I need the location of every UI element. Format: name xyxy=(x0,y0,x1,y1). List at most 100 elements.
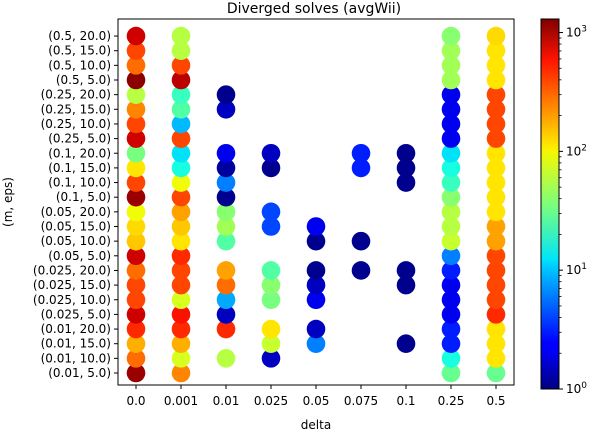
data-point xyxy=(486,349,506,368)
data-point xyxy=(441,202,461,222)
colorbar-tick-label: 102 xyxy=(566,143,587,158)
y-tick-label: (0.025, 15.0) xyxy=(33,278,111,292)
data-point xyxy=(351,261,371,280)
y-tick-label: (0.25, 20.0) xyxy=(41,88,111,102)
data-point xyxy=(126,70,146,90)
data-point xyxy=(216,290,236,310)
data-point xyxy=(486,158,506,178)
y-tick-label: (0.01, 20.0) xyxy=(41,322,111,336)
colorbar xyxy=(540,18,560,390)
chart-title: Diverged solves (avgWii) xyxy=(227,1,401,17)
data-point xyxy=(441,261,461,280)
data-point xyxy=(216,143,236,163)
data-point xyxy=(486,319,506,339)
data-point xyxy=(171,85,191,104)
data-point xyxy=(171,41,191,60)
y-tick-label: (0.5, 15.0) xyxy=(48,44,111,58)
data-point xyxy=(486,70,506,90)
x-tick-label: 0.001 xyxy=(164,394,198,408)
y-tick-label: (0.05, 20.0) xyxy=(41,205,111,219)
data-point xyxy=(216,158,236,178)
y-tick-label: (0.025, 10.0) xyxy=(33,293,111,307)
points-layer xyxy=(126,26,506,383)
data-point xyxy=(126,334,146,354)
data-point xyxy=(126,100,146,119)
data-point xyxy=(171,290,191,310)
data-point xyxy=(216,173,236,192)
data-point xyxy=(486,231,506,251)
data-point xyxy=(486,56,506,75)
data-point xyxy=(126,143,146,163)
x-tick-label: 0.25 xyxy=(438,394,465,408)
x-tick-label: 0.025 xyxy=(254,394,288,408)
data-point xyxy=(171,114,191,134)
data-point xyxy=(126,114,146,134)
data-point xyxy=(216,100,236,119)
y-tick-label: (0.5, 10.0) xyxy=(48,58,111,72)
data-point xyxy=(261,319,281,339)
data-point xyxy=(441,275,461,295)
data-point xyxy=(171,158,191,178)
data-point xyxy=(486,143,506,163)
data-point xyxy=(486,217,506,236)
data-point xyxy=(261,158,281,178)
data-point xyxy=(126,349,146,368)
data-point xyxy=(486,173,506,192)
data-point xyxy=(396,275,416,295)
y-tick-label: (0.05, 10.0) xyxy=(41,234,111,248)
data-point xyxy=(171,275,191,295)
data-point xyxy=(441,158,461,178)
data-point xyxy=(486,246,506,266)
data-point xyxy=(486,187,506,207)
x-tick-label: 0.1 xyxy=(396,394,415,408)
data-point xyxy=(171,319,191,339)
data-point xyxy=(396,334,416,354)
x-axis-label: delta xyxy=(301,418,331,432)
data-point xyxy=(306,217,326,236)
x-tick-label: 0.01 xyxy=(213,394,240,408)
data-point xyxy=(441,246,461,266)
data-point xyxy=(216,261,236,280)
data-point xyxy=(441,26,461,46)
data-point xyxy=(126,187,146,207)
y-tick-label: (0.25, 5.0) xyxy=(48,132,111,146)
y-tick-label: (0.05, 15.0) xyxy=(41,220,111,234)
data-point xyxy=(171,334,191,354)
y-tick-label: (0.1, 10.0) xyxy=(48,176,111,190)
data-point xyxy=(351,231,371,251)
data-point xyxy=(216,305,236,324)
data-point xyxy=(126,202,146,222)
data-point xyxy=(441,41,461,60)
data-point xyxy=(216,85,236,104)
y-tick-label: (0.1, 15.0) xyxy=(48,161,111,175)
data-point xyxy=(306,231,326,251)
x-tick-label: 0.075 xyxy=(344,394,378,408)
data-point xyxy=(126,41,146,60)
data-point xyxy=(396,143,416,163)
data-point xyxy=(126,305,146,324)
data-point xyxy=(351,158,371,178)
y-tick-label: (0.025, 20.0) xyxy=(33,263,111,277)
data-point xyxy=(441,187,461,207)
data-point xyxy=(486,305,506,324)
data-point xyxy=(306,319,326,339)
data-point xyxy=(486,41,506,60)
data-point xyxy=(486,100,506,119)
data-point xyxy=(486,202,506,222)
data-point xyxy=(261,202,281,222)
data-point xyxy=(486,85,506,104)
colorbar-ticks: 100 101 102 103 xyxy=(559,25,587,396)
data-point xyxy=(171,305,191,324)
data-point xyxy=(486,114,506,134)
data-point xyxy=(126,85,146,104)
data-point xyxy=(441,143,461,163)
data-point xyxy=(441,217,461,236)
y-axis-ticks: (0.01, 5.0)(0.01, 10.0)(0.01, 15.0)(0.01… xyxy=(33,29,118,380)
data-point xyxy=(441,290,461,310)
data-point xyxy=(396,158,416,178)
data-point xyxy=(126,275,146,295)
data-point xyxy=(126,363,146,383)
data-point xyxy=(126,56,146,75)
data-point xyxy=(126,129,146,148)
